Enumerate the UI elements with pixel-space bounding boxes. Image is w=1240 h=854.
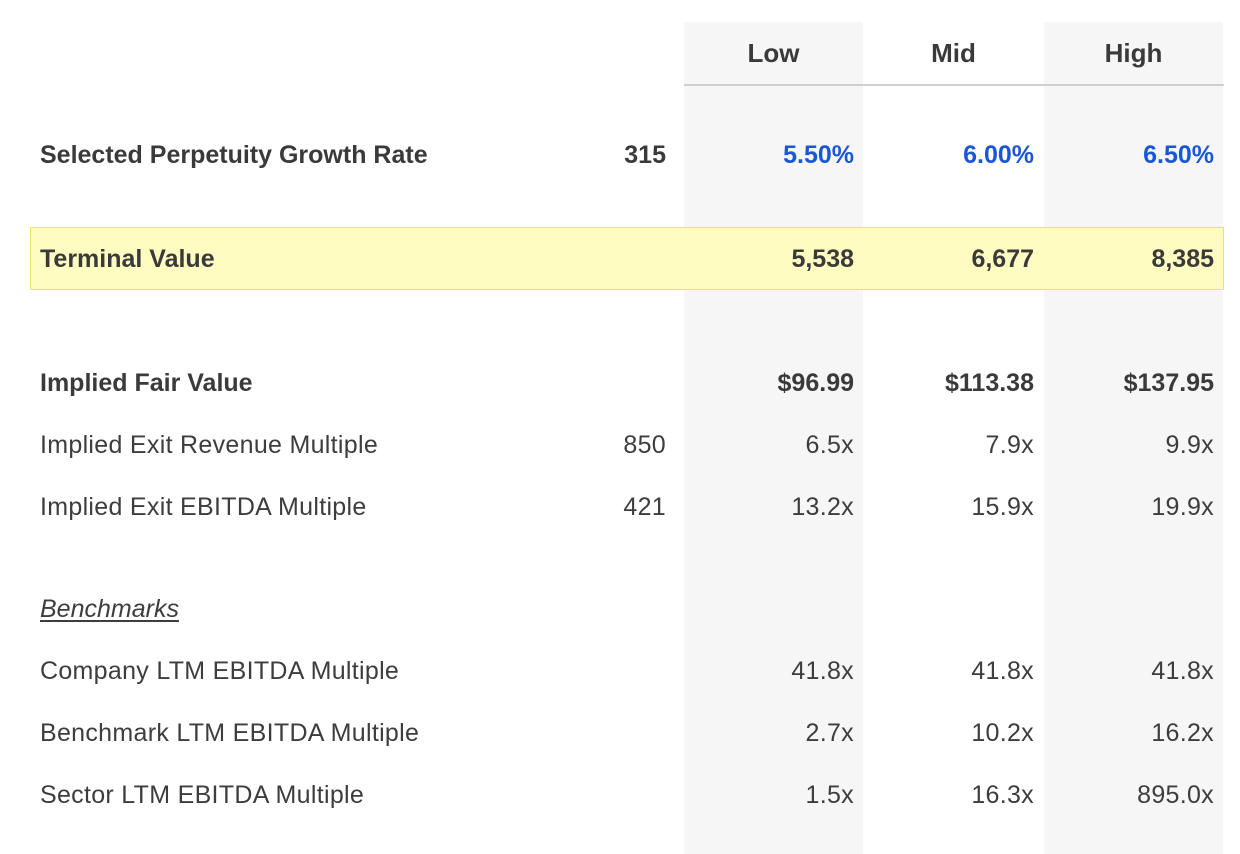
exit-ebitda-multiple-low: 13.2x (791, 492, 854, 521)
terminal-value-mid: 6,677 (971, 244, 1034, 273)
growth-rate-label: Selected Perpetuity Growth Rate (40, 140, 428, 169)
benchmarks-heading: Benchmarks (40, 594, 179, 623)
benchmark-row: Benchmark LTM EBITDA Multiple 2.7x 10.2x… (0, 702, 1240, 764)
exit-revenue-multiple-label: Implied Exit Revenue Multiple (40, 430, 379, 459)
implied-fair-value-high: $137.95 (1123, 368, 1214, 397)
benchmark-row-mid: 41.8x (971, 656, 1034, 685)
exit-ebitda-multiple-high: 19.9x (1151, 492, 1214, 521)
exit-revenue-multiple-low: 6.5x (805, 430, 854, 459)
growth-rate-mid-input[interactable]: 6.00% (963, 140, 1034, 169)
growth-rate-low-input[interactable]: 5.50% (783, 140, 854, 169)
benchmark-row-label: Sector LTM EBITDA Multiple (40, 780, 365, 809)
terminal-value-row: Terminal Value 5,538 6,677 8,385 (0, 228, 1240, 290)
column-header-high: High (1104, 37, 1163, 68)
exit-revenue-multiple-ref: 850 (623, 430, 666, 459)
growth-rate-high-input[interactable]: 6.50% (1143, 140, 1214, 169)
exit-ebitda-multiple-row: Implied Exit EBITDA Multiple 421 13.2x 1… (0, 476, 1240, 538)
exit-revenue-multiple-mid: 7.9x (985, 430, 1034, 459)
benchmark-row-low: 1.5x (805, 780, 854, 809)
exit-revenue-multiple-high: 9.9x (1165, 430, 1214, 459)
exit-ebitda-multiple-label: Implied Exit EBITDA Multiple (40, 492, 367, 521)
benchmark-row-label: Benchmark LTM EBITDA Multiple (40, 718, 420, 747)
implied-fair-value-row: Implied Fair Value $96.99 $113.38 $137.9… (0, 352, 1240, 414)
benchmark-row-mid: 16.3x (971, 780, 1034, 809)
column-shade-low (684, 22, 863, 854)
growth-rate-row: Selected Perpetuity Growth Rate 315 5.50… (0, 124, 1240, 186)
header-divider (684, 84, 1224, 86)
column-header-low: Low (747, 37, 800, 68)
exit-ebitda-multiple-mid: 15.9x (971, 492, 1034, 521)
benchmarks-heading-row: Benchmarks (0, 578, 1240, 640)
terminal-value-low: 5,538 (791, 244, 854, 273)
benchmark-row-high: 41.8x (1151, 656, 1214, 685)
terminal-value-highlight (30, 227, 1224, 290)
implied-fair-value-label: Implied Fair Value (40, 368, 253, 397)
benchmark-row-low: 2.7x (805, 718, 854, 747)
column-shade-high (1044, 22, 1223, 854)
implied-fair-value-mid: $113.38 (945, 368, 1034, 397)
exit-ebitda-multiple-ref: 421 (623, 492, 666, 521)
growth-rate-ref: 315 (624, 140, 666, 169)
column-header-mid: Mid (931, 37, 976, 68)
terminal-value-high: 8,385 (1151, 244, 1214, 273)
benchmark-row-high: 16.2x (1151, 718, 1214, 747)
exit-revenue-multiple-row: Implied Exit Revenue Multiple 850 6.5x 7… (0, 414, 1240, 476)
benchmark-row: Sector LTM EBITDA Multiple 1.5x 16.3x 89… (0, 764, 1240, 826)
terminal-value-label: Terminal Value (40, 244, 215, 273)
benchmark-row-label: Company LTM EBITDA Multiple (40, 656, 400, 685)
benchmark-row-mid: 10.2x (971, 718, 1034, 747)
benchmark-row-high: 895.0x (1137, 780, 1214, 809)
benchmark-row: Company LTM EBITDA Multiple 41.8x 41.8x … (0, 640, 1240, 702)
benchmark-row-low: 41.8x (791, 656, 854, 685)
implied-fair-value-low: $96.99 (777, 368, 854, 397)
